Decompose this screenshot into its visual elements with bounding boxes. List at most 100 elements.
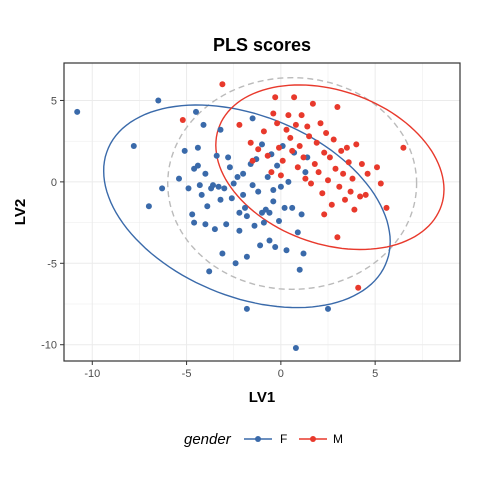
y-axis-title: LV2 xyxy=(12,199,29,225)
point-m xyxy=(342,196,348,203)
point-f xyxy=(294,229,301,236)
legend-key-dot-f xyxy=(255,436,261,442)
point-m xyxy=(347,188,354,195)
point-f xyxy=(211,226,218,233)
point-m xyxy=(268,169,275,176)
point-m xyxy=(326,154,333,161)
y-tick-label: 5 xyxy=(51,95,57,107)
point-m xyxy=(179,117,186,123)
point-m xyxy=(355,284,362,291)
point-f xyxy=(189,211,196,218)
point-m xyxy=(270,110,277,117)
point-f xyxy=(181,147,188,154)
point-f xyxy=(232,260,239,267)
legend-item-m: M xyxy=(299,432,343,446)
point-f xyxy=(202,170,209,177)
point-m xyxy=(308,180,314,187)
point-m xyxy=(292,121,299,128)
point-f xyxy=(215,183,222,190)
point-m xyxy=(255,146,262,153)
point-f xyxy=(155,97,162,104)
point-m xyxy=(323,130,330,136)
point-f xyxy=(281,204,288,211)
point-m xyxy=(219,81,226,88)
overall-ellipse xyxy=(166,76,418,291)
point-m xyxy=(334,234,341,241)
point-f xyxy=(193,108,199,115)
plot-panel-border xyxy=(63,62,461,362)
point-f xyxy=(300,250,307,257)
point-f xyxy=(242,204,248,211)
point-m xyxy=(285,112,292,119)
point-m xyxy=(400,144,407,151)
point-m xyxy=(362,191,369,198)
point-f xyxy=(270,198,277,205)
point-m xyxy=(306,133,313,140)
point-f xyxy=(228,195,235,202)
point-f xyxy=(236,209,243,216)
point-m xyxy=(304,123,311,130)
point-f xyxy=(145,203,152,210)
point-f xyxy=(217,196,224,203)
point-m xyxy=(353,141,360,148)
x-axis-title: LV1 xyxy=(249,389,275,406)
point-m xyxy=(321,211,328,218)
point-m xyxy=(296,143,303,149)
point-f xyxy=(223,221,230,228)
point-m xyxy=(319,190,326,197)
point-m xyxy=(274,120,281,127)
point-m xyxy=(279,157,286,164)
point-m xyxy=(343,144,350,151)
point-m xyxy=(236,121,243,128)
point-f xyxy=(196,182,203,189)
point-m xyxy=(294,164,301,171)
point-f xyxy=(236,227,243,234)
point-m xyxy=(298,112,305,119)
point-m xyxy=(249,157,256,164)
point-m xyxy=(345,159,352,166)
point-f xyxy=(255,188,262,195)
point-f xyxy=(226,164,233,171)
ellipses xyxy=(102,76,445,309)
y-tick-label: -10 xyxy=(41,340,57,352)
point-f xyxy=(204,203,211,210)
point-f xyxy=(249,115,256,122)
point-m xyxy=(277,172,284,179)
point-f xyxy=(240,191,247,198)
point-f xyxy=(243,213,250,220)
point-m xyxy=(364,170,371,177)
point-m xyxy=(383,204,390,211)
legend-title: gender xyxy=(184,431,232,448)
point-f xyxy=(266,209,273,216)
point-f xyxy=(283,247,290,254)
x-tick-label: 5 xyxy=(372,368,378,380)
point-m xyxy=(357,193,364,200)
point-m xyxy=(302,175,309,182)
point-f xyxy=(257,242,264,249)
point-m xyxy=(276,144,282,151)
point-m xyxy=(260,128,267,135)
point-f xyxy=(251,222,258,229)
point-m xyxy=(311,161,318,167)
point-f xyxy=(194,144,201,151)
point-f xyxy=(217,126,224,133)
point-f xyxy=(296,266,303,273)
point-m xyxy=(264,152,271,159)
point-f xyxy=(259,141,265,148)
point-m xyxy=(272,94,279,101)
point-m xyxy=(358,161,365,167)
point-m xyxy=(289,147,296,154)
point-m xyxy=(317,120,324,127)
point-m xyxy=(334,104,341,110)
point-f xyxy=(292,345,299,351)
point-f xyxy=(198,191,205,198)
legend-item-f: F xyxy=(244,432,287,446)
y-tick-label: -5 xyxy=(47,258,57,270)
x-tick-label: -10 xyxy=(84,368,100,380)
point-m xyxy=(340,170,347,177)
point-f xyxy=(325,305,331,312)
point-f xyxy=(213,152,220,159)
point-f xyxy=(202,221,209,228)
point-m xyxy=(336,183,343,190)
point-m xyxy=(300,154,307,161)
